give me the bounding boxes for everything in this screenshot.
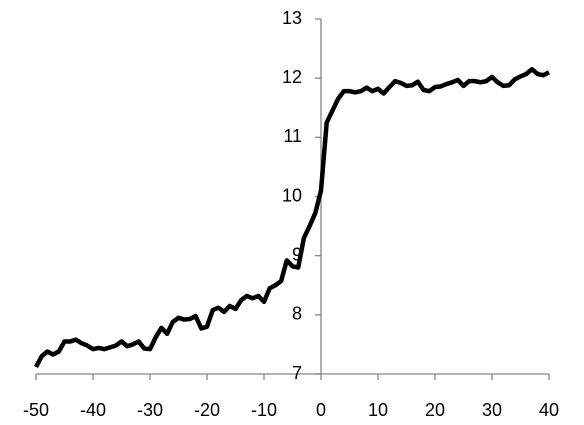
x-tick-label: 10 (368, 400, 388, 420)
x-tick-label: 30 (482, 400, 502, 420)
x-tick-label: -50 (23, 400, 49, 420)
y-tick-label: 7 (292, 363, 302, 383)
y-tick-label: 12 (282, 67, 302, 87)
x-tick-label: 40 (539, 400, 559, 420)
y-tick-label: 13 (282, 8, 302, 28)
x-tick-label: -30 (137, 400, 163, 420)
y-tick-label: 11 (283, 126, 302, 146)
x-tick-label: -20 (194, 400, 220, 420)
x-tick-label: 20 (425, 400, 445, 420)
x-tick-label: 0 (316, 400, 326, 420)
y-tick-label: 9 (292, 244, 302, 264)
x-tick-label: -40 (80, 400, 106, 420)
x-tick-label: -10 (251, 400, 277, 420)
y-tick-label: 8 (292, 304, 302, 324)
data-line (34, 67, 551, 368)
y-tick-label: 10 (282, 185, 302, 205)
